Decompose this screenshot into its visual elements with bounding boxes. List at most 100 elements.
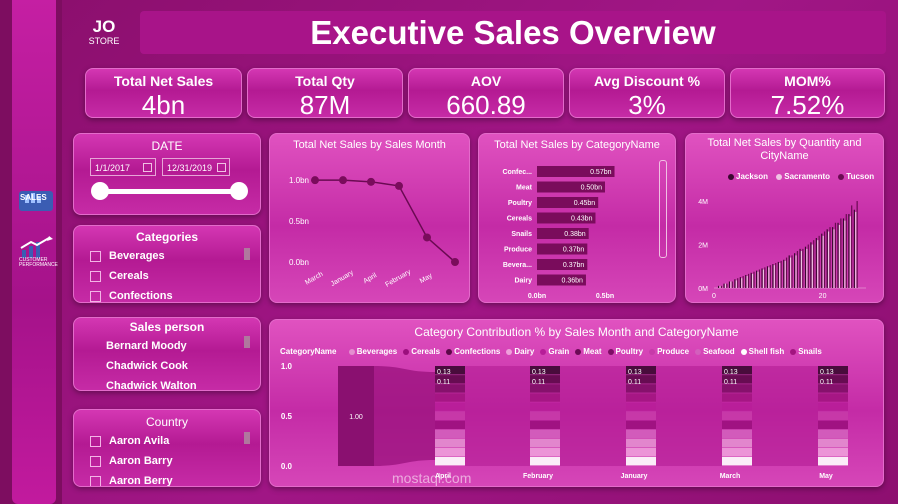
stacked-segment bbox=[818, 393, 848, 402]
category-label: Bevera... bbox=[503, 262, 532, 269]
checkbox[interactable] bbox=[90, 455, 101, 467]
slicer-item[interactable]: Bernard Moody bbox=[82, 340, 187, 352]
date-range-start-handle[interactable] bbox=[91, 182, 109, 200]
series-line bbox=[315, 179, 456, 263]
date-range-end-handle[interactable] bbox=[230, 182, 248, 200]
data-point bbox=[339, 176, 347, 185]
column-bar bbox=[752, 273, 754, 288]
stacked-segment bbox=[626, 375, 656, 384]
data-label: 0.13 bbox=[628, 369, 642, 376]
kpi-total-net-sales: Total Net Sales 4bn bbox=[85, 68, 242, 120]
checkbox[interactable] bbox=[90, 435, 101, 447]
slicer-scrollbar[interactable] bbox=[244, 248, 250, 260]
column-bar bbox=[766, 266, 769, 288]
y-tick-label: 0.5bn bbox=[289, 217, 309, 226]
slicer-scrollbar[interactable] bbox=[244, 336, 250, 348]
stacked-segment bbox=[626, 438, 656, 448]
checkbox[interactable] bbox=[90, 250, 101, 262]
stacked-segment bbox=[722, 447, 752, 457]
slicer-item[interactable]: Confections bbox=[90, 290, 173, 302]
checkbox[interactable] bbox=[90, 290, 101, 302]
y-tick-label: 2M bbox=[698, 243, 708, 250]
stacked-segment bbox=[435, 447, 465, 457]
legend-dot bbox=[695, 348, 702, 355]
kpi-total-qty: Total Qty 87M bbox=[247, 68, 403, 120]
slicer-item-label: Beverages bbox=[109, 250, 165, 262]
y-tick-label: 0.0bn bbox=[289, 258, 309, 267]
column-bar bbox=[761, 268, 763, 288]
column-bar bbox=[750, 272, 752, 288]
end-date-input[interactable]: 12/31/2019 bbox=[162, 158, 230, 176]
slicer-item[interactable]: Aaron Berry bbox=[90, 475, 173, 486]
slicer-item-label: Aaron Avila bbox=[109, 435, 170, 447]
column-bar bbox=[791, 255, 793, 288]
column-bar bbox=[745, 274, 747, 288]
checkbox[interactable] bbox=[90, 270, 101, 282]
checkbox[interactable] bbox=[90, 475, 101, 486]
column-bar bbox=[844, 220, 846, 288]
column-bar bbox=[777, 261, 779, 288]
data-label: 0.11 bbox=[532, 379, 545, 386]
legend-label: Dairy bbox=[514, 347, 535, 356]
stacked-segment bbox=[818, 420, 848, 430]
legend-label: Beverages bbox=[356, 347, 398, 356]
kpi-value: 7.52% bbox=[770, 90, 845, 120]
stacked-segment bbox=[626, 402, 656, 411]
sales-dashboard-nav-button[interactable]: SALES bbox=[17, 185, 55, 215]
stacked-segment bbox=[435, 384, 465, 393]
stacked-segment bbox=[435, 402, 465, 411]
data-point bbox=[395, 181, 403, 190]
slicer-item[interactable]: Chadwick Walton bbox=[82, 380, 197, 390]
column-bar bbox=[828, 231, 830, 288]
category-label: Dairy bbox=[514, 278, 532, 285]
legend-dot bbox=[403, 348, 410, 355]
column-bar bbox=[800, 251, 803, 288]
legend-dot bbox=[540, 348, 547, 355]
net-sales-by-month-chart[interactable]: Total Net Sales by Sales Month 1.0bn 0.5b… bbox=[269, 133, 470, 303]
legend-label: Poultry bbox=[615, 347, 644, 356]
column-bar bbox=[742, 276, 744, 288]
data-label: 0.37bn bbox=[563, 262, 585, 269]
calendar-icon bbox=[217, 163, 226, 172]
column-bar bbox=[794, 253, 796, 288]
kpi-value: 3% bbox=[628, 90, 666, 120]
column-bar bbox=[726, 283, 728, 288]
customer-performance-nav-button[interactable]: CUSTOMER PERFORMANCE bbox=[19, 236, 58, 268]
legend-label: Confections bbox=[454, 347, 501, 356]
slicer-scrollbar[interactable] bbox=[244, 432, 250, 444]
net-sales-by-category-chart[interactable]: Total Net Sales by CategoryName Confec..… bbox=[478, 133, 676, 303]
category-label: Poultry bbox=[508, 200, 532, 207]
watermark: mostaql.com bbox=[392, 470, 471, 486]
slicer-item[interactable]: Chadwick Cook bbox=[82, 360, 188, 372]
start-date-input[interactable]: 1/1/2017 bbox=[90, 158, 156, 176]
stacked-segment bbox=[818, 429, 848, 439]
net-sales-by-quantity-city-chart[interactable]: Total Net Sales by Quantity and CityName… bbox=[685, 133, 884, 303]
slicer-item[interactable]: Cereals bbox=[90, 270, 149, 282]
column-bar bbox=[753, 271, 755, 288]
column-bar bbox=[730, 281, 732, 288]
stacked-segment bbox=[626, 456, 656, 466]
sales-nav-label: SALES bbox=[20, 193, 47, 202]
legend-label: Jackson bbox=[736, 172, 769, 181]
chart-scrollbar[interactable] bbox=[659, 160, 667, 258]
slicer-item[interactable]: Aaron Barry bbox=[90, 455, 173, 467]
slicer-item[interactable]: Beverages bbox=[90, 250, 165, 262]
column-bar bbox=[823, 231, 826, 288]
column-bar bbox=[788, 255, 790, 288]
legend-label: Meat bbox=[583, 347, 602, 356]
column-bar bbox=[735, 280, 737, 288]
left-nav-strip bbox=[12, 0, 56, 504]
stacked-segment bbox=[818, 447, 848, 457]
column-bar bbox=[734, 279, 736, 288]
growth-chart-icon bbox=[20, 236, 53, 258]
data-point bbox=[311, 176, 319, 185]
legend-dot bbox=[506, 348, 513, 355]
stacked-segment bbox=[435, 411, 465, 420]
column-bar bbox=[718, 285, 720, 288]
slicer-item[interactable]: Aaron Avila bbox=[90, 435, 169, 447]
salesperson-slicer: Sales person Bernard Moody Chadwick Cook… bbox=[73, 317, 261, 391]
category-contribution-chart[interactable]: Category Contribution % by Sales Month a… bbox=[269, 319, 884, 487]
ribbon-link bbox=[465, 366, 530, 466]
column-bar bbox=[851, 205, 853, 288]
legend-label: Shell fish bbox=[748, 347, 785, 356]
